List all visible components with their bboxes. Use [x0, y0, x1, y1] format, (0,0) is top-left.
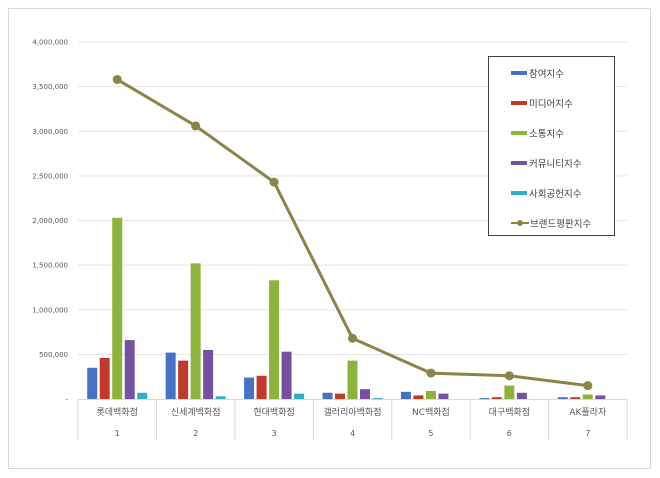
- category-number: 6: [507, 429, 512, 438]
- bar-4: [124, 340, 135, 399]
- bar-5: [137, 392, 148, 399]
- line-marker: [426, 368, 436, 378]
- bar-3: [425, 390, 436, 399]
- category-label: 롯데백화점: [97, 406, 138, 418]
- bar-2: [413, 395, 424, 399]
- y-tick-label: 3,000,000: [32, 128, 68, 136]
- legend-item: 커뮤니티지수: [511, 156, 581, 170]
- bar-2: [256, 375, 267, 399]
- bar-3: [347, 360, 358, 399]
- y-tick-label: 500,000: [39, 351, 68, 359]
- y-tick-label: 1,000,000: [32, 306, 68, 314]
- category-number: 3: [272, 429, 277, 438]
- category-number: 1: [115, 429, 120, 438]
- y-tick-label: 3,500,000: [32, 83, 68, 91]
- legend-label: 사회공헌지수: [529, 189, 582, 200]
- bar-4: [438, 393, 449, 399]
- bar-2: [335, 393, 345, 399]
- bar-5: [372, 398, 383, 400]
- bar-5: [294, 393, 305, 399]
- category-number: 2: [193, 429, 198, 438]
- bar-2: [491, 397, 502, 399]
- bar-3: [582, 394, 593, 399]
- line-marker: [583, 381, 593, 391]
- category-number: 7: [585, 429, 590, 438]
- category-label: NC백화점: [412, 406, 450, 418]
- legend-label: 소통지수: [529, 129, 564, 140]
- bar-3: [504, 385, 515, 399]
- category-label: AK플라자: [569, 407, 607, 418]
- bar-2: [570, 397, 581, 399]
- bar-1: [400, 391, 411, 399]
- category-label: 갤러리아백화점: [324, 406, 382, 418]
- category-label: 대구백화점: [489, 406, 530, 418]
- y-tick-label: 2,000,000: [32, 217, 68, 225]
- bar-1: [244, 377, 255, 399]
- bar-1: [87, 367, 98, 399]
- line-marker: [504, 371, 514, 381]
- legend-item: 소통지수: [511, 126, 564, 140]
- line-marker: [348, 333, 357, 343]
- bar-4: [595, 395, 606, 399]
- legend-swatch: [511, 161, 527, 165]
- bar-2: [178, 360, 189, 399]
- legend-item: 사회공헌지수: [511, 186, 581, 200]
- bar-5: [215, 396, 226, 399]
- legend-swatch: [511, 101, 527, 105]
- bar-4: [516, 392, 527, 399]
- y-tick-label: 1,500,000: [32, 262, 68, 270]
- y-tick-label: -: [65, 396, 68, 404]
- legend-item: 브랜드평판지수: [511, 216, 591, 230]
- bar-1: [165, 352, 176, 399]
- legend-item: 참여지수: [511, 66, 564, 80]
- bar-2: [99, 357, 110, 399]
- category-number: 5: [428, 429, 433, 438]
- bar-1: [479, 398, 490, 400]
- legend-label: 미디어지수: [529, 99, 573, 110]
- legend-label: 브랜드평판지수: [530, 219, 592, 230]
- y-tick-label: 4,000,000: [32, 39, 68, 47]
- bar-3: [112, 217, 123, 399]
- legend-label: 참여지수: [529, 69, 564, 80]
- category-number: 4: [350, 429, 355, 438]
- y-tick-label: 2,500,000: [32, 172, 68, 180]
- bar-4: [281, 351, 292, 399]
- line-marker: [269, 177, 279, 187]
- bar-1: [322, 392, 333, 399]
- bar-4: [203, 349, 214, 399]
- legend-swatch: [511, 131, 527, 135]
- bar-3: [190, 263, 201, 399]
- legend-label: 커뮤니티지수: [529, 159, 582, 170]
- legend-swatch: [511, 191, 527, 195]
- category-label: 신세계백화점: [171, 406, 221, 418]
- category-label: 현대백화점: [253, 406, 294, 418]
- line-marker: [191, 121, 201, 131]
- legend-swatch: [511, 71, 527, 75]
- line-marker: [112, 74, 122, 84]
- bar-4: [360, 389, 370, 399]
- bar-1: [557, 397, 568, 399]
- legend-swatch: [511, 219, 529, 227]
- legend-item: 미디어지수: [511, 96, 573, 110]
- bar-3: [269, 280, 280, 399]
